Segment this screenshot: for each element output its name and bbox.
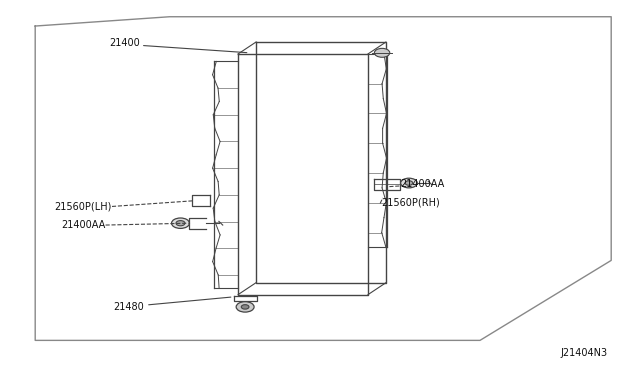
Text: 21400AA: 21400AA [400,179,444,189]
Circle shape [236,302,254,312]
Circle shape [241,305,249,309]
Circle shape [401,178,417,188]
Text: 21560P(RH): 21560P(RH) [381,198,440,208]
Text: 21400AA: 21400AA [61,220,106,230]
Circle shape [405,181,413,185]
Text: J21404N3: J21404N3 [561,349,608,358]
Text: 21560P(LH): 21560P(LH) [54,202,112,211]
Text: 21400: 21400 [109,38,140,48]
Circle shape [172,218,189,228]
Circle shape [374,48,390,57]
Circle shape [176,221,185,226]
Text: 21480: 21480 [113,302,144,312]
